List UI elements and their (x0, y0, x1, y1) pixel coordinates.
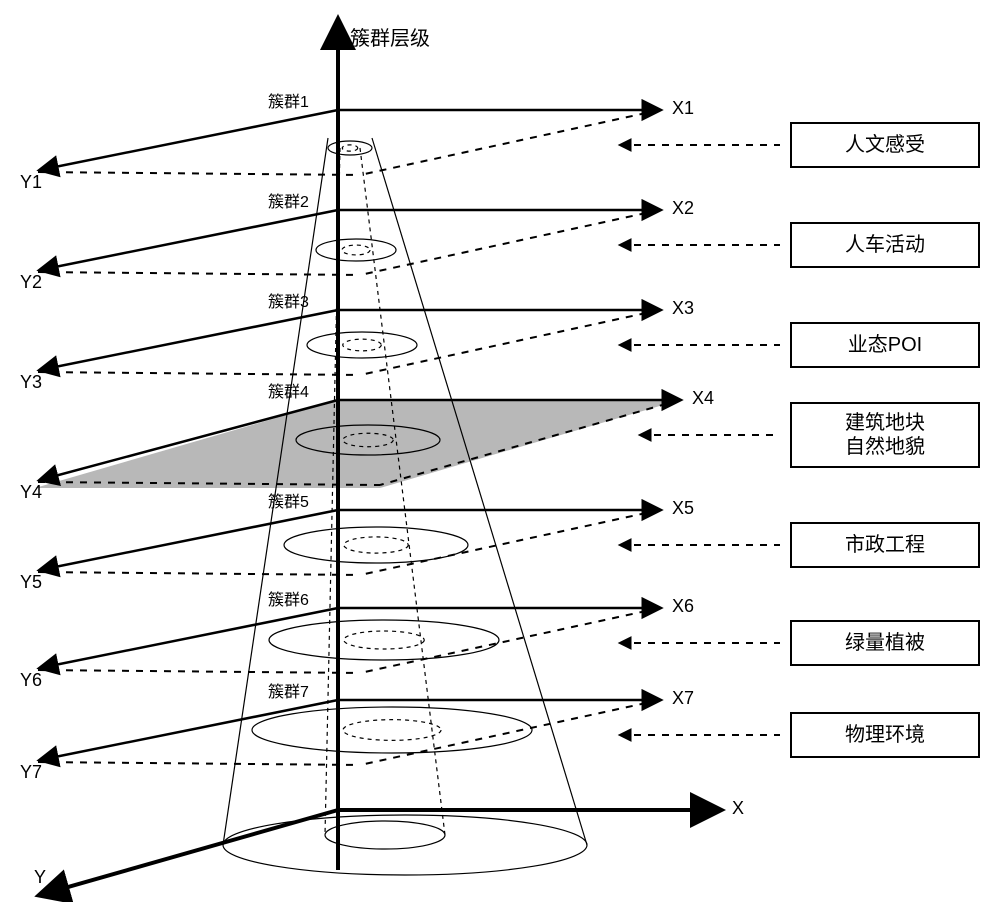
cluster-label-5: 簇群5 (268, 488, 309, 512)
layer-x-label-1: X1 (672, 98, 694, 119)
cluster-label-7: 簇群7 (268, 678, 309, 702)
layer-y-label-3: Y3 (20, 372, 42, 393)
layer-x-label-3: X3 (672, 298, 694, 319)
cluster-label-4: 簇群4 (268, 378, 309, 402)
layer-y-label-1: Y1 (20, 172, 42, 193)
cluster-label-2: 簇群2 (268, 188, 309, 212)
layer-x-label-5: X5 (672, 498, 694, 519)
layer-x-label-4: X4 (692, 388, 714, 409)
layer-box-1: 人文感受 (790, 122, 980, 168)
base-y-axis-label: Y (34, 867, 46, 888)
layer-x-label-7: X7 (672, 688, 694, 709)
layer-box-5: 市政工程 (790, 522, 980, 568)
cluster-label-3: 簇群3 (268, 288, 309, 312)
layer-box-6: 绿量植被 (790, 620, 980, 666)
layer-box-2: 人车活动 (790, 222, 980, 268)
layer-box-3: 业态POI (790, 322, 980, 368)
layer-box-7: 物理环境 (790, 712, 980, 758)
layer-x-label-2: X2 (672, 198, 694, 219)
layer-x-label-6: X6 (672, 596, 694, 617)
z-axis-title: 簇群层级 (350, 22, 430, 51)
cluster-label-6: 簇群6 (268, 586, 309, 610)
layer-y-label-7: Y7 (20, 762, 42, 783)
base-x-axis-label: X (732, 798, 744, 819)
layer-y-label-2: Y2 (20, 272, 42, 293)
layer-y-label-6: Y6 (20, 670, 42, 691)
layer-y-label-5: Y5 (20, 572, 42, 593)
layer-y-label-4: Y4 (20, 482, 42, 503)
cluster-label-1: 簇群1 (268, 88, 309, 112)
layer-box-4: 建筑地块 自然地貌 (790, 402, 980, 468)
